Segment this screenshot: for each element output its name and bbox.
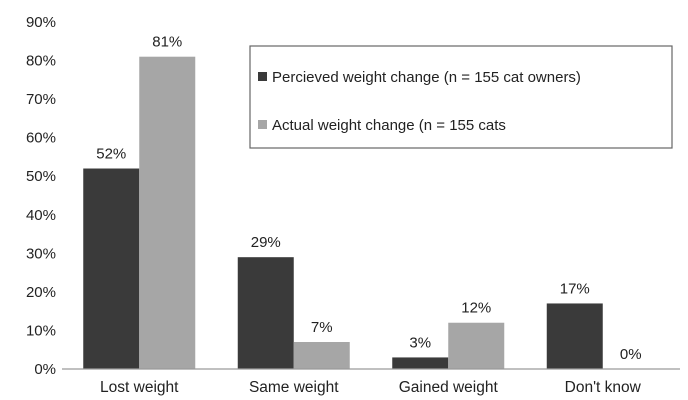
y-tick-label: 70% — [26, 91, 56, 108]
y-tick-label: 60% — [26, 130, 56, 147]
x-category-label: Gained weight — [399, 379, 499, 396]
bar-actual — [139, 56, 196, 369]
x-category-label: Lost weight — [100, 379, 179, 396]
legend-box — [249, 45, 673, 149]
bar-perceived — [392, 357, 449, 369]
legend-swatch-perceived — [258, 72, 267, 81]
data-labels-group: 52% 81% 29% 7% 3% 12% 17% 0% — [96, 34, 641, 363]
y-tick-label: 80% — [26, 53, 56, 70]
x-axis-categories: Lost weight Same weight Gained weight Don't… — [100, 379, 642, 396]
bar-actual — [293, 342, 350, 369]
bar-perceived — [546, 303, 603, 369]
bar-actual — [448, 322, 505, 369]
x-category-label: Same weight — [249, 379, 339, 396]
data-label-actual: 12% — [461, 300, 491, 317]
data-label-actual: 0% — [620, 346, 642, 363]
y-axis-ticks: 0% 10% 20% 30% 40% 50% 60% 70% 80% 90% — [26, 14, 56, 378]
y-tick-label: 0% — [34, 361, 56, 378]
data-label-actual: 7% — [311, 319, 333, 336]
y-tick-label: 40% — [26, 207, 56, 224]
y-tick-label: 30% — [26, 245, 56, 262]
data-label-perceived: 17% — [560, 280, 590, 297]
legend-label-actual: Actual weight change (n = 155 cats — [272, 117, 506, 134]
y-tick-label: 10% — [26, 322, 56, 339]
data-label-perceived: 29% — [251, 234, 281, 251]
y-tick-label: 20% — [26, 284, 56, 301]
data-label-actual: 81% — [152, 34, 182, 51]
data-label-perceived: 52% — [96, 146, 126, 163]
x-category-label: Don't know — [565, 379, 642, 396]
y-tick-label: 90% — [26, 14, 56, 31]
legend-swatch-actual — [258, 120, 267, 129]
legend: Percieved weight change (n = 155 cat own… — [249, 45, 673, 149]
bar-perceived — [237, 257, 294, 369]
y-tick-label: 50% — [26, 168, 56, 185]
legend-label-perceived: Percieved weight change (n = 155 cat own… — [272, 69, 581, 86]
bar-perceived — [83, 168, 140, 369]
data-label-perceived: 3% — [409, 334, 431, 351]
bars-group — [83, 56, 603, 369]
